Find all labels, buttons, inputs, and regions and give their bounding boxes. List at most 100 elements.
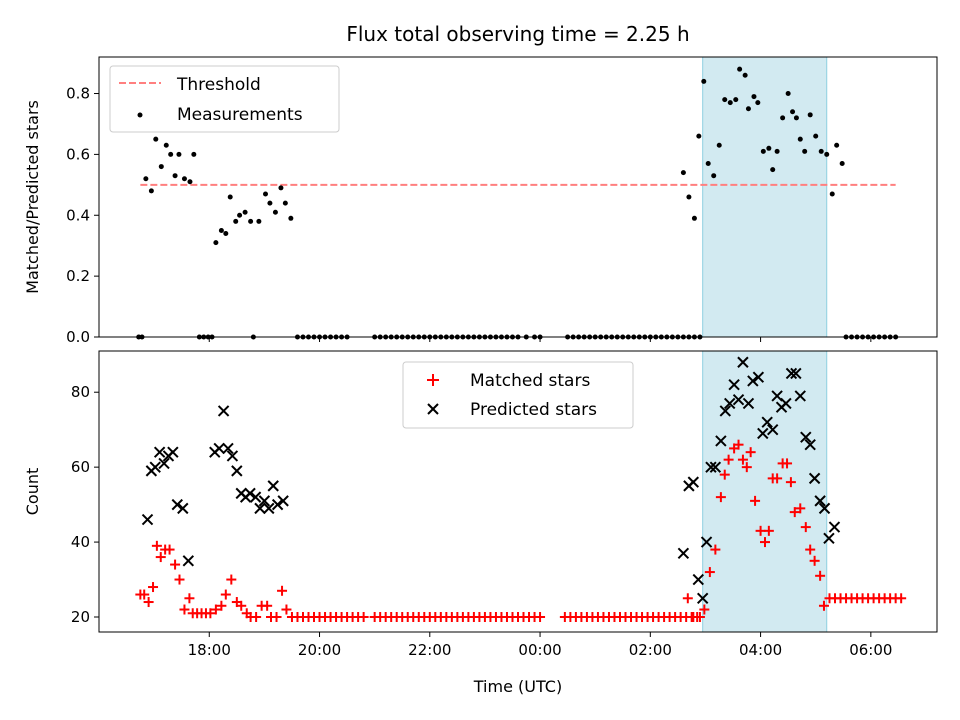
measurement-point [722,97,728,103]
predicted-point [696,592,709,604]
matched-point [818,600,829,611]
matched-point [745,447,756,458]
predicted-point [213,442,225,455]
chart-title: Flux total observing time = 2.25 h [346,22,689,46]
matched-point [184,593,195,604]
matched-point [723,454,734,465]
measurement-point [785,91,791,97]
matched-point [694,612,705,623]
measurement-point [834,142,840,148]
matched-point [535,612,546,623]
predicted-point [757,427,769,440]
measurement-point [727,100,733,106]
predicted-point [244,487,256,500]
matched-point [763,525,774,536]
measurement-point [168,151,174,157]
measurement-point [790,109,796,115]
count-x-ticks: 18:00 20:00 22:00 00:00 02:00 04:00 06:00 [188,632,892,659]
measurement-point [742,72,748,78]
measurement-point [680,170,686,176]
measurement-point [233,218,239,224]
y-tick-label: 20 [71,608,90,626]
ratio-plot-frame [98,56,938,338]
measurement-point [237,212,243,218]
measurement-point [187,179,193,185]
measurement-point [745,106,751,112]
predicted-point [723,397,736,410]
predicted-point [728,379,740,391]
predicted-point [804,438,816,451]
predicted-point [818,502,831,515]
predicted-point [141,513,154,526]
measurement-point [780,115,786,121]
measurement-point [163,142,169,148]
predicted-point [222,442,234,455]
measurement-point [227,194,233,200]
legend-predicted-swatch [427,403,439,415]
predicted-point [277,495,289,507]
measurement-point [148,188,154,194]
y-tick-label: 0.6 [66,145,90,163]
measurement-point [213,240,219,246]
measurement-point [267,200,273,206]
matched-point [174,574,185,585]
matched-point [733,439,744,450]
matched-point [805,544,816,555]
matched-point [143,597,154,608]
predicted-point [705,461,717,473]
matched-point [737,454,748,465]
predicted-point [737,356,749,368]
measurement-point [242,209,248,215]
predicted-point [177,502,189,515]
predicted-point [794,390,806,402]
predicted-point [149,461,161,473]
matched-point [220,589,231,600]
matched-point [750,495,761,506]
matched-point [896,593,907,604]
count-panel: 20 40 60 80 18:00 20:00 22:00 00:00 02:00 04:00 0… [23,350,938,696]
y-tick-label: 0.0 [66,328,90,346]
measurement-point [282,200,288,206]
x-tick-label: 20:00 [298,641,341,659]
predicted-point [231,465,243,477]
count-plot-frame [98,350,938,633]
measurement-point [691,215,697,221]
predicted-point [747,375,759,387]
measurement-point [181,176,187,182]
matched-point [281,604,292,615]
ratio-panel: 0.00.20.40.60.8 Matched/Predicted stars … [23,56,938,346]
y-tick-label: 0.4 [66,206,90,224]
x-axis-label: Time (UTC) [473,677,562,696]
measurement-point [191,151,197,157]
matched-point [277,585,288,596]
measurement-point [818,148,824,154]
measurement-point [158,164,164,170]
matched-point [139,589,150,600]
matched-point [164,544,175,555]
ratio-legend: Threshold Measurements [109,65,340,133]
predicted-point [167,446,179,458]
predicted-point [732,393,745,406]
measurement-point [705,161,711,167]
matched-point [795,503,806,514]
predicted-point [828,521,841,533]
legend-matched-label: Matched stars [470,371,590,391]
matched-point [179,604,190,615]
matched-point [216,600,227,611]
matched-point [704,567,715,578]
measurement-point [696,133,702,139]
measurement-point [711,173,717,179]
measurement-point [262,191,268,197]
matched-point [782,458,793,469]
y-tick-label: 80 [71,383,90,401]
matched-point [226,574,237,585]
measurement-point [272,209,278,215]
measurement-point [686,194,692,200]
measurement-point [143,176,149,182]
measurement-point [813,133,819,139]
measurement-point [802,148,808,154]
matched-point [809,555,820,566]
matched-point [815,570,826,581]
measurement-point [839,161,845,167]
